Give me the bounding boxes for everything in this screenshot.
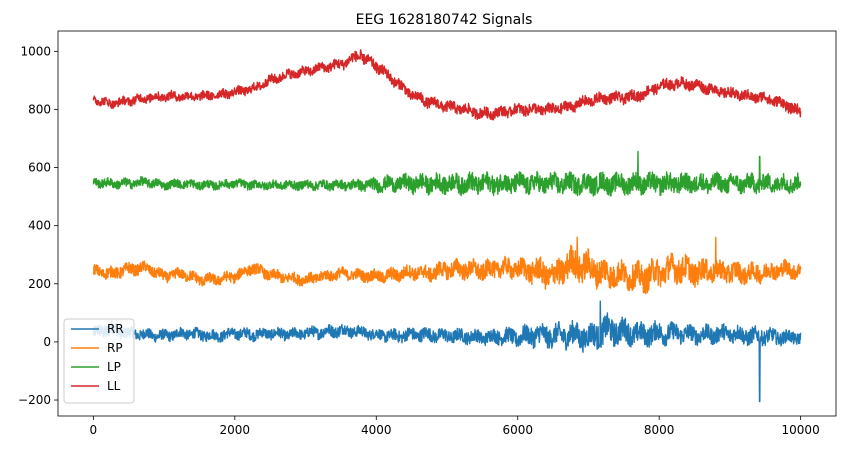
plot-lines [92,49,802,403]
legend-label-lp: LP [107,360,121,374]
y-axis: −200 0 200 400 600 800 1000 [18,44,58,407]
plot-frame [57,30,837,417]
legend-box [63,318,135,404]
chart-title: EEG 1628180742 Signals [356,12,533,28]
legend-label-rr: RR [107,322,124,336]
x-axis: 0 2000 4000 6000 8000 10000 [90,416,820,437]
y-tick-label: 800 [28,102,51,116]
x-tick-label: 10000 [782,423,820,437]
x-tick-label: 4000 [361,423,392,437]
series-line-lp [92,150,802,197]
y-tick-label: 600 [28,161,51,175]
x-tick-label: 8000 [644,423,675,437]
legend: RR RP LP LL [63,318,135,404]
y-tick-label: −200 [18,393,51,407]
series-line-ll [92,49,802,121]
y-tick-label: 0 [43,335,51,349]
x-tick-label: 6000 [502,423,533,437]
legend-label-ll: LL [107,379,121,393]
y-tick-label: 1000 [20,44,51,58]
legend-label-rp: RP [107,341,123,355]
y-tick-label: 200 [28,277,51,291]
series-line-rp [92,236,802,295]
x-tick-label: 2000 [220,423,251,437]
y-tick-label: 400 [28,219,51,233]
x-tick-label: 0 [90,423,98,437]
series-line-rr [92,300,802,403]
